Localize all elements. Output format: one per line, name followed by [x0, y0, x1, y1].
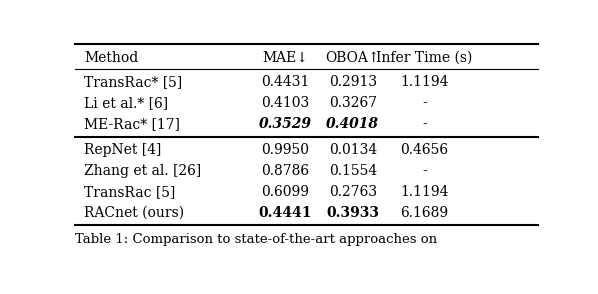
Text: 0.6099: 0.6099: [261, 185, 310, 199]
Text: 0.2763: 0.2763: [329, 185, 377, 199]
Text: Zhang et al. [26]: Zhang et al. [26]: [84, 164, 202, 178]
Text: Li et al.* [6]: Li et al.* [6]: [84, 96, 168, 110]
Text: 0.4103: 0.4103: [261, 96, 310, 110]
Text: Table 1: Comparison to state-of-the-art approaches on: Table 1: Comparison to state-of-the-art …: [75, 233, 437, 246]
Text: 0.4018: 0.4018: [327, 117, 379, 131]
Text: 0.0134: 0.0134: [329, 143, 377, 157]
Text: 0.9950: 0.9950: [261, 143, 310, 157]
Text: 1.1194: 1.1194: [401, 185, 449, 199]
Text: TransRac* [5]: TransRac* [5]: [84, 75, 182, 89]
Text: -: -: [422, 117, 427, 131]
Text: 1.1194: 1.1194: [401, 75, 449, 89]
Text: 0.4656: 0.4656: [401, 143, 448, 157]
Text: OBOA↑: OBOA↑: [325, 51, 380, 65]
Text: 0.3933: 0.3933: [327, 206, 379, 220]
Text: Infer Time (s): Infer Time (s): [377, 51, 473, 65]
Text: TransRac [5]: TransRac [5]: [84, 185, 175, 199]
Text: -: -: [422, 164, 427, 178]
Text: -: -: [422, 96, 427, 110]
Text: RepNet [4]: RepNet [4]: [84, 143, 161, 157]
Text: 0.3529: 0.3529: [259, 117, 312, 131]
Text: 0.4441: 0.4441: [259, 206, 312, 220]
Text: 6.1689: 6.1689: [401, 206, 448, 220]
Text: RACnet (ours): RACnet (ours): [84, 206, 184, 220]
Text: Method: Method: [84, 51, 138, 65]
Text: MAE↓: MAE↓: [263, 51, 309, 65]
Text: 0.8786: 0.8786: [261, 164, 310, 178]
Text: 0.3267: 0.3267: [329, 96, 377, 110]
Text: 0.1554: 0.1554: [329, 164, 377, 178]
Text: 0.2913: 0.2913: [329, 75, 377, 89]
Text: 0.4431: 0.4431: [261, 75, 310, 89]
Text: ME-Rac* [17]: ME-Rac* [17]: [84, 117, 180, 131]
